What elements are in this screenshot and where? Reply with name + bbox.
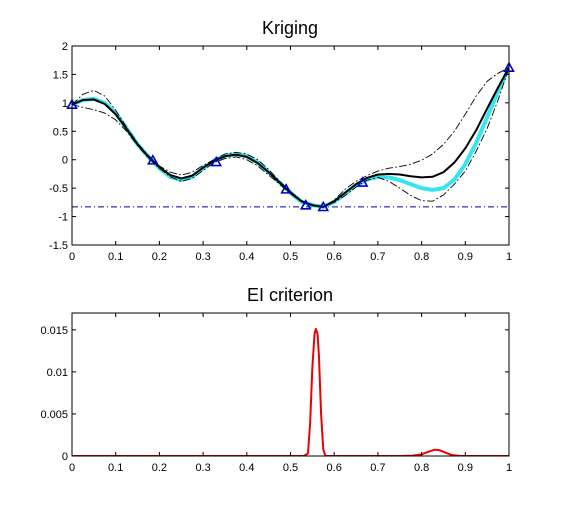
ei-x-tick-label: 0.9 [458,462,473,474]
kriging-series-lower-bound [72,67,509,208]
kriging-x-tick-label: 0.5 [283,251,298,263]
kriging-x-ticks: 0 0.1 0.2 0.3 0.4 0.5 0.6 0.7 0.8 0.9 1 [69,46,512,263]
kriging-x-tick-label: 0.1 [108,251,123,263]
kriging-y-tick-label: -1.5 [49,240,68,252]
kriging-observation-point [356,176,369,187]
ei-plot-area [72,327,509,456]
kriging-y-tick-label: 2 [62,41,68,53]
ei-title: EI criterion [247,285,333,305]
kriging-y-tick-label: 0.5 [53,126,68,138]
ei-axes-box [71,312,510,457]
ei-chart: EI criterion 0 0.1 0.2 0.3 0.4 0.5 0.6 0.7 0.8 0.… [40,285,512,474]
kriging-y-tick-label: -1 [58,212,68,224]
ei-x-tick-label: 0.2 [152,462,167,474]
ei-x-tick-label: 0.3 [195,462,210,474]
kriging-y-tick-label: 1 [62,98,68,110]
ei-x-tick-label: 0.1 [108,462,123,474]
kriging-observation-point [146,154,159,165]
ei-x-tick-label: 0.7 [370,462,385,474]
kriging-series-true-function [72,65,509,209]
ei-x-tick-label: 0 [69,462,75,474]
kriging-x-tick-label: 0 [69,251,75,263]
ei-y-tick-label: 0.01 [47,367,68,379]
kriging-x-tick-label: 0.3 [195,251,210,263]
ei-y-tick-label: 0 [62,451,68,463]
kriging-chart: Kriging 0 0.1 0.2 0.3 0.4 0.5 0.6 0.7 0.8 0.9 1 -1… [49,18,515,263]
kriging-x-tick-label: 0.8 [414,251,429,263]
ei-y-tick-label: 0.015 [40,325,68,337]
ei-y-ticks: 0 0.005 0.01 0.015 [40,325,509,463]
kriging-x-tick-label: 0.4 [239,251,254,263]
ei-x-tick-label: 0.6 [327,462,342,474]
ei-x-tick-label: 0.5 [283,462,298,474]
ei-x-ticks: 0 0.1 0.2 0.3 0.4 0.5 0.6 0.7 0.8 0.9 1 [69,313,512,474]
kriging-y-tick-label: 1.5 [53,69,68,81]
ei-series-ei [72,327,509,456]
kriging-observation-point [317,200,330,212]
kriging-title: Kriging [262,18,318,38]
kriging-observation-point [280,183,292,194]
kriging-plot-area [66,61,515,212]
kriging-x-tick-label: 0.2 [152,251,167,263]
ei-x-tick-label: 0.8 [414,462,429,474]
kriging-observation-point [299,199,312,210]
ei-x-tick-label: 0.4 [239,462,254,474]
ei-x-tick-label: 1 [506,462,512,474]
kriging-y-tick-label: 0 [62,155,68,167]
ei-y-tick-label: 0.005 [40,409,68,421]
kriging-observation-point [210,155,223,167]
kriging-x-tick-label: 0.6 [327,251,342,263]
kriging-x-tick-label: 1 [506,251,512,263]
kriging-x-tick-label: 0.9 [458,251,473,263]
kriging-y-tick-label: -0.5 [49,183,68,195]
kriging-y-ticks: -1.5 -1 -0.5 0 0.5 1 1.5 2 [49,41,509,252]
kriging-x-tick-label: 0.7 [370,251,385,263]
